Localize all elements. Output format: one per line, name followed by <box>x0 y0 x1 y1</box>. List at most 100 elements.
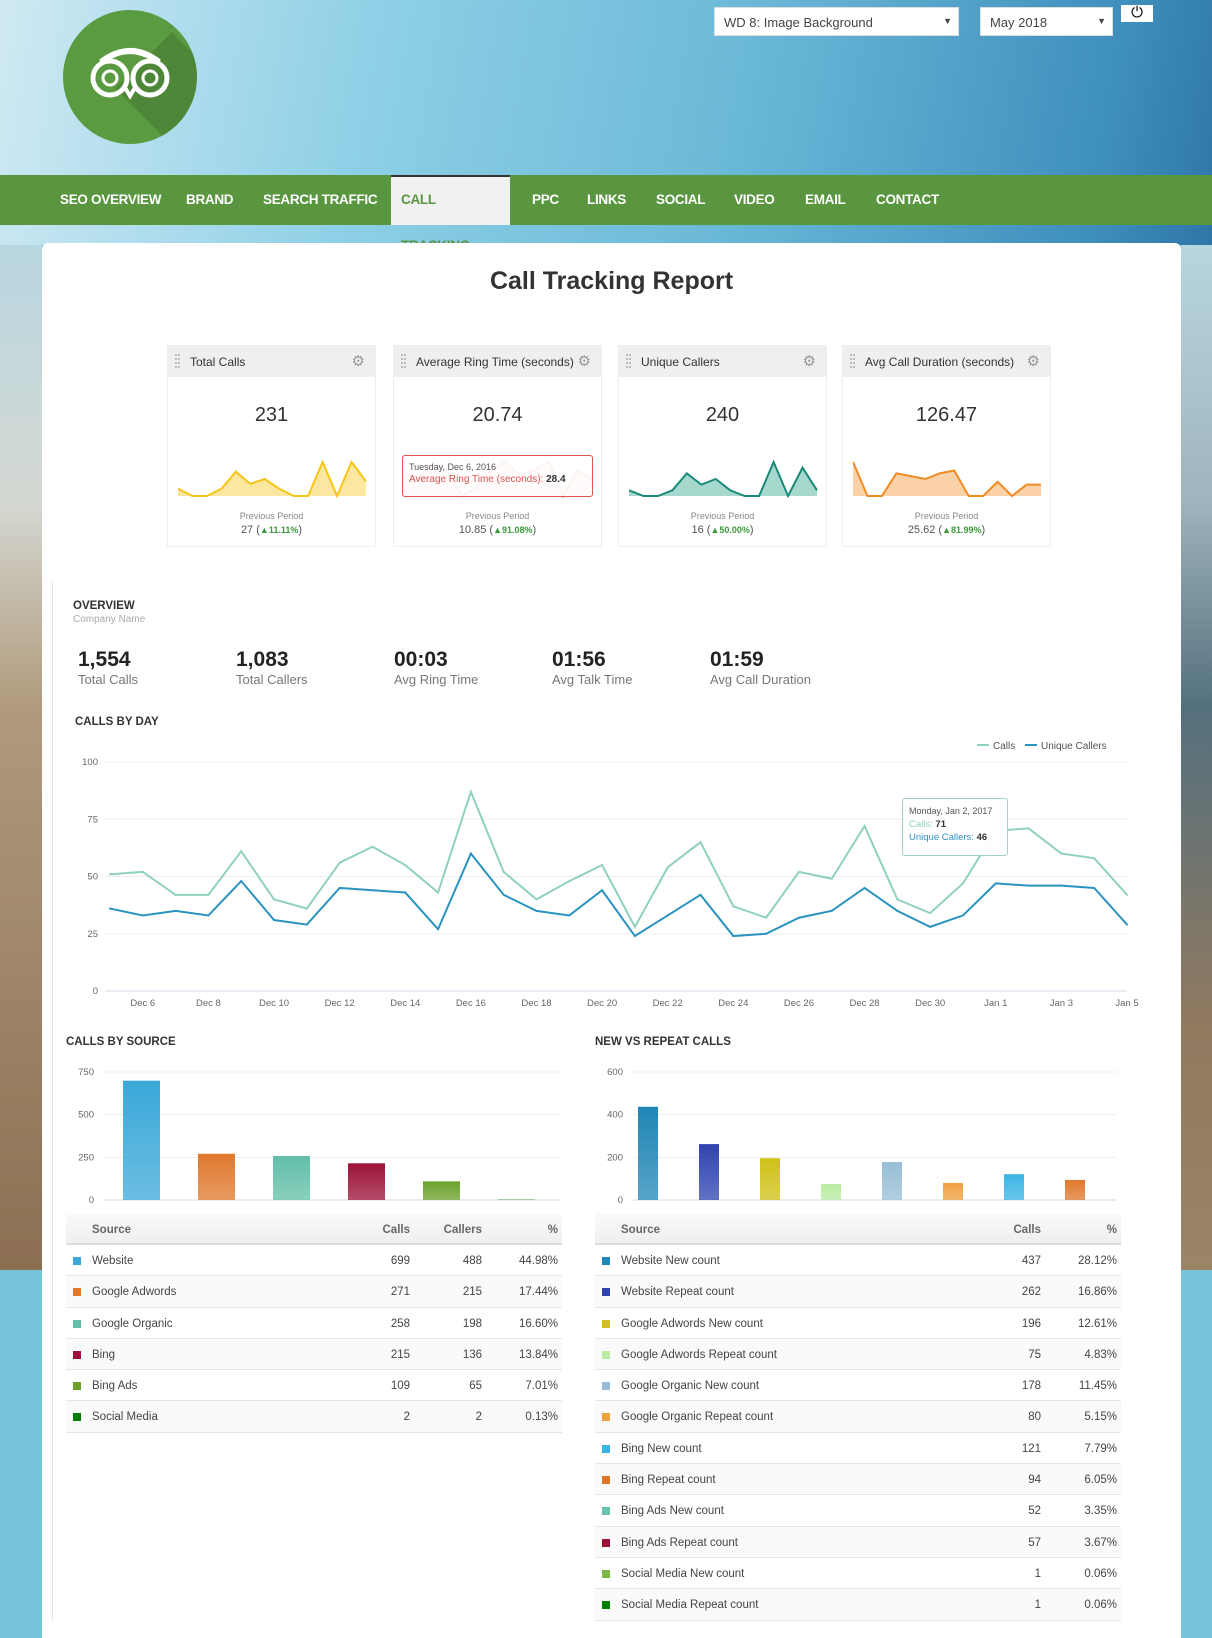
gear-icon[interactable]: ⚙ <box>351 353 365 370</box>
data-point <box>1060 852 1063 855</box>
drag-handle-icon[interactable] <box>175 354 180 368</box>
cell-value: 198 <box>462 1317 482 1330</box>
cell-source: Social Media New count <box>621 1567 745 1580</box>
bar-website-new-count <box>638 1106 658 1200</box>
x-tick-label: Jan 5 <box>1115 998 1138 1009</box>
table-row[interactable]: Google Organic New count 178 11.45% <box>595 1370 1121 1402</box>
col-calls[interactable]: Calls <box>1013 1224 1042 1236</box>
drag-handle-icon[interactable] <box>626 354 631 368</box>
col-percent[interactable]: % <box>547 1224 558 1236</box>
data-point <box>502 893 505 896</box>
widget-header[interactable]: Total Calls ⚙ <box>168 346 375 377</box>
table-row[interactable]: Website New count 437 28.12% <box>595 1245 1121 1277</box>
table-row[interactable]: Bing Ads New count 52 3.35% <box>595 1495 1121 1527</box>
nav-search-traffic[interactable]: SEARCH TRAFFIC <box>263 192 378 207</box>
drag-handle-icon[interactable] <box>850 354 855 368</box>
table-row[interactable]: Google Organic 258 198 16.60% <box>66 1308 562 1339</box>
widget-header[interactable]: Average Ring Time (seconds) ⚙ <box>394 346 601 377</box>
table-row[interactable]: Social Media 2 2 0.13% <box>66 1401 562 1433</box>
table-row[interactable]: Google Organic Repeat count 80 5.15% <box>595 1401 1121 1433</box>
cell-value: 215 <box>390 1348 410 1361</box>
table-row[interactable]: Website Repeat count 262 16.86% <box>595 1276 1121 1308</box>
bar-google-adwords-new-count <box>760 1158 780 1200</box>
stat-value: 1,083 <box>236 648 289 671</box>
previous-period-label: Previous Period <box>914 511 979 521</box>
drag-handle-icon[interactable] <box>401 354 406 368</box>
legend-swatch-icon <box>602 1569 610 1578</box>
data-point <box>1093 886 1096 889</box>
nav-contact[interactable]: CONTACT <box>876 192 939 207</box>
owl-logo[interactable] <box>63 10 197 144</box>
change-badge: ▲81.99% <box>942 525 982 535</box>
widget-header[interactable]: Unique Callers ⚙ <box>619 346 826 377</box>
table-row[interactable]: Social Media Repeat count 1 0.06% <box>595 1589 1121 1621</box>
cell-source: Google Organic Repeat count <box>621 1411 774 1424</box>
logout-button[interactable]: ⏻ <box>1121 5 1153 22</box>
previous-period-value: 25.62 (▲81.99%) <box>907 524 986 536</box>
nav-social[interactable]: SOCIAL <box>656 192 706 207</box>
col-source[interactable]: Source <box>92 1224 131 1236</box>
table-row[interactable]: Google Adwords New count 196 12.61% <box>595 1308 1121 1339</box>
tooltip-date: Monday, Jan 2, 2017 <box>909 806 993 816</box>
table-row[interactable]: Bing New count 121 7.79% <box>595 1433 1121 1465</box>
data-point <box>174 909 177 912</box>
widget-header[interactable]: Avg Call Duration (seconds) ⚙ <box>843 346 1050 377</box>
stat-label: Avg Call Duration <box>710 672 811 687</box>
table-row[interactable]: Social Media New count 1 0.06% <box>595 1558 1121 1590</box>
tooltip-line: Average Ring Time (seconds): 28.4 <box>409 474 566 485</box>
table-row[interactable]: Bing Ads 109 65 7.01% <box>66 1370 562 1402</box>
nav-video[interactable]: VIDEO <box>734 192 775 207</box>
tooltip-value: 28.4 <box>546 474 566 485</box>
col-callers[interactable]: Callers <box>443 1224 482 1236</box>
calls-by-source-chart[interactable]: 0 250 500 750 <box>66 1053 566 1213</box>
col-percent[interactable]: % <box>1106 1224 1117 1236</box>
new-vs-repeat-table: Source Calls % Website New count 437 28.12… <box>595 1213 1121 1621</box>
data-point <box>797 870 800 873</box>
sparkline-line <box>629 459 818 498</box>
calls-by-source-title: CALLS BY SOURCE <box>66 1036 176 1048</box>
nav-email[interactable]: EMAIL <box>805 192 846 207</box>
data-point <box>305 923 308 926</box>
stat-avg-call-duration: 01:59 Avg Call Duration <box>710 648 811 687</box>
cell-value: 262 <box>1021 1286 1041 1299</box>
kpi-widget: Total Calls ⚙ 231 Previous Period 27 (▲11.11… <box>167 345 376 547</box>
table-row[interactable]: Bing 215 136 13.84% <box>66 1338 562 1371</box>
nav-ppc[interactable]: PPC <box>532 192 559 207</box>
col-calls[interactable]: Calls <box>382 1224 411 1236</box>
gear-icon[interactable]: ⚙ <box>802 353 816 370</box>
table-row[interactable]: Bing Repeat count 94 6.05% <box>595 1464 1121 1496</box>
gear-icon[interactable]: ⚙ <box>577 353 591 370</box>
sparkline-area <box>629 462 817 496</box>
stat-avg-talk-time: 01:56 Avg Talk Time <box>552 648 632 687</box>
table-row[interactable]: Google Adwords Repeat count 75 4.83% <box>595 1338 1121 1371</box>
cell-value: 75 <box>1028 1348 1041 1361</box>
report-select[interactable]: WD 8: Image Background ▼ <box>714 7 959 36</box>
bar-google-organic <box>273 1155 310 1200</box>
stat-total-callers: 1,083 Total Callers <box>236 648 308 687</box>
col-source[interactable]: Source <box>621 1224 660 1236</box>
nav-links[interactable]: LINKS <box>587 192 627 207</box>
data-point <box>568 880 571 883</box>
data-point <box>1093 857 1096 860</box>
nav-seo-overview[interactable]: SEO OVERVIEW <box>60 192 162 207</box>
nav-call-tracking[interactable]: CALL TRACKING <box>391 175 510 253</box>
legend-swatch-icon <box>602 1257 610 1265</box>
gear-icon[interactable]: ⚙ <box>1026 353 1040 370</box>
nav-brand[interactable]: BRAND <box>186 192 234 207</box>
cell-value: 7.79% <box>1084 1442 1117 1455</box>
cell-value: 0.06% <box>1084 1567 1117 1580</box>
cell-value: 437 <box>1021 1255 1041 1267</box>
table-row[interactable]: Website 699 488 44.98% <box>66 1245 562 1277</box>
month-select[interactable]: May 2018 ▼ <box>980 7 1113 36</box>
y-tick-label: 0 <box>618 1195 623 1206</box>
y-tick-label: 200 <box>607 1152 623 1163</box>
new-vs-repeat-chart[interactable]: 0 200 400 600 <box>595 1053 1122 1213</box>
data-point <box>371 889 374 892</box>
bar-google-adwords <box>198 1153 235 1200</box>
page-title: Call Tracking Report <box>489 267 734 295</box>
cell-source: Google Adwords New count <box>621 1317 763 1330</box>
legend-swatch-icon <box>602 1382 610 1391</box>
table-row[interactable]: Bing Ads Repeat count 57 3.67% <box>595 1526 1121 1558</box>
table-row[interactable]: Google Adwords 271 215 17.44% <box>66 1276 562 1308</box>
legend-swatch-icon <box>602 1350 610 1359</box>
